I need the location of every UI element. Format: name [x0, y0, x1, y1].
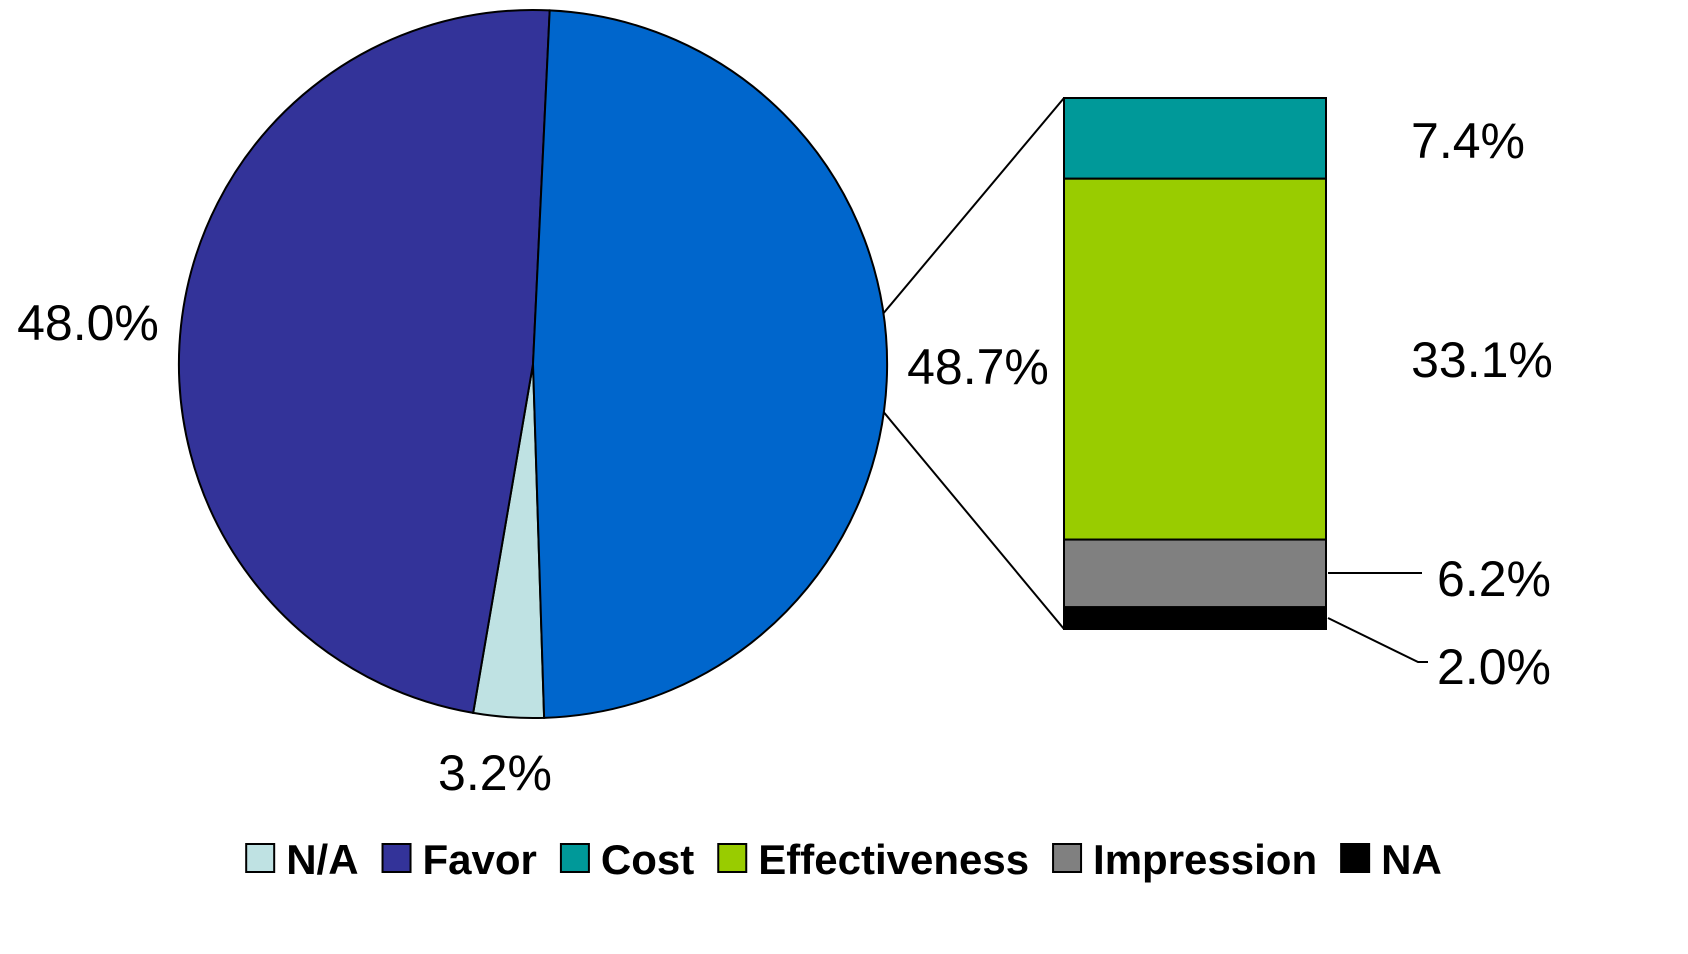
legend-item-favor: Favor — [381, 836, 537, 883]
pie-label-favor: 48.0% — [17, 295, 159, 351]
pie — [177, 8, 889, 719]
legend-label-n-a: N/A — [286, 836, 358, 883]
bar-label-effectiveness: 33.1% — [1411, 332, 1553, 388]
pie-label-n-a: 3.2% — [438, 745, 552, 801]
legend-swatch-effectiveness — [717, 843, 748, 873]
legend-label-effectiveness: Effectiveness — [758, 836, 1029, 883]
legend-item-na: NA — [1340, 836, 1442, 883]
legend-label-cost: Cost — [601, 836, 694, 883]
bar-segment-impression — [1063, 538, 1327, 609]
legend-label-favor: Favor — [423, 836, 537, 883]
legend: N/A Favor Cost Effectiveness Impression NA — [245, 836, 1442, 883]
bar-segment-na — [1063, 606, 1327, 631]
leader-line-na — [1327, 617, 1428, 663]
legend-swatch-n-a — [245, 843, 276, 873]
bar-segment-cost — [1063, 97, 1327, 180]
legend-item-impression: Impression — [1052, 836, 1317, 883]
stacked-bar — [1063, 97, 1327, 631]
bar-segment-effectiveness — [1063, 177, 1327, 541]
legend-item-n-a: N/A — [245, 836, 359, 883]
pie-label-other: 48.7% — [907, 339, 1049, 395]
legend-swatch-favor — [381, 843, 412, 873]
pie-slice-favor — [177, 8, 551, 715]
legend-swatch-cost — [559, 843, 590, 873]
pie-slice-other — [531, 9, 889, 719]
legend-swatch-impression — [1052, 843, 1083, 873]
legend-item-cost: Cost — [559, 836, 694, 883]
legend-label-na: NA — [1381, 836, 1442, 883]
bar-label-cost: 7.4% — [1411, 113, 1525, 169]
legend-label-impression: Impression — [1093, 836, 1317, 883]
data-labels: 3.2% 48.0% 48.7% 7.4% 33.1% 6.2% 2.0% — [17, 113, 1553, 801]
legend-item-effectiveness: Effectiveness — [717, 836, 1029, 883]
bar-label-na: 2.0% — [1437, 639, 1551, 695]
legend-swatch-na — [1340, 843, 1371, 873]
bar-label-impression: 6.2% — [1437, 551, 1551, 607]
